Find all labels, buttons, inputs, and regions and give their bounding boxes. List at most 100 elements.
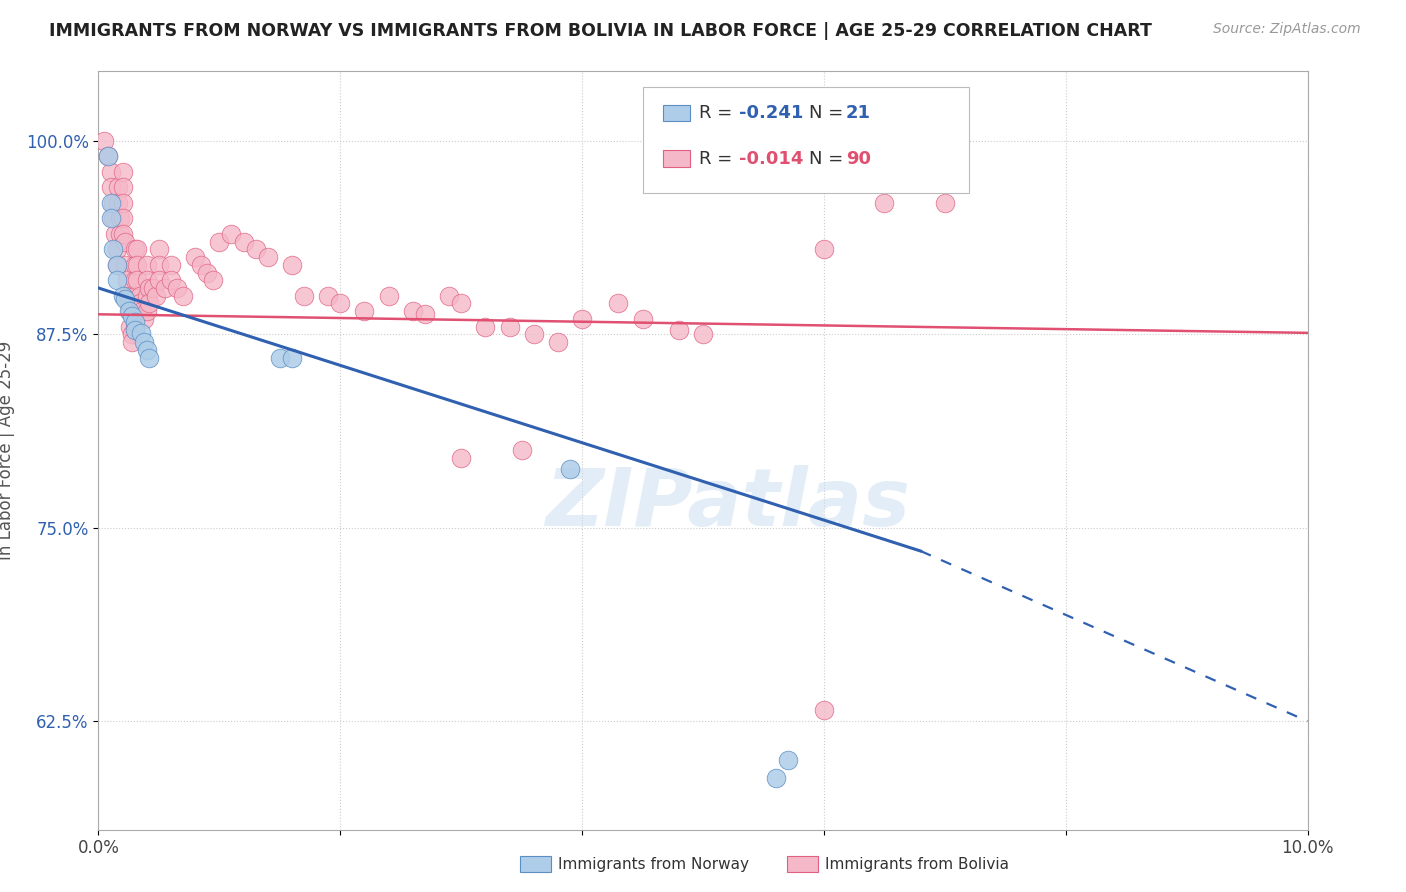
Text: -0.241: -0.241 — [740, 104, 804, 122]
Point — [105, 242, 128, 256]
Point — [128, 296, 150, 310]
Point — [873, 195, 896, 210]
Point — [124, 289, 146, 303]
Point — [607, 296, 630, 310]
Point — [190, 258, 212, 272]
Point — [510, 443, 533, 458]
Point — [105, 258, 128, 272]
Point — [221, 227, 243, 241]
Point — [450, 296, 472, 310]
Point — [97, 149, 120, 163]
Point — [134, 312, 156, 326]
Point — [118, 296, 141, 310]
Point — [208, 235, 231, 249]
Text: ZIPatlas: ZIPatlas — [544, 465, 910, 542]
Point — [135, 343, 157, 357]
Point — [118, 319, 141, 334]
Point — [195, 266, 218, 280]
Point — [402, 304, 425, 318]
Text: N =: N = — [810, 104, 849, 122]
Point — [148, 242, 170, 256]
Point — [135, 289, 157, 303]
Point — [124, 304, 146, 318]
Point — [202, 273, 225, 287]
Point — [111, 180, 134, 194]
Point — [107, 180, 129, 194]
Point — [160, 258, 183, 272]
Point — [118, 304, 141, 318]
FancyBboxPatch shape — [520, 856, 551, 872]
Point — [127, 258, 149, 272]
Point — [111, 165, 134, 179]
Point — [138, 296, 160, 310]
Point — [134, 335, 156, 350]
Point — [100, 165, 122, 179]
Point — [498, 319, 520, 334]
Point — [124, 258, 146, 272]
Point — [97, 149, 120, 163]
Point — [111, 227, 134, 241]
Text: R =: R = — [699, 104, 738, 122]
Point — [135, 258, 157, 272]
Point — [316, 289, 339, 303]
Point — [121, 309, 143, 323]
Text: 21: 21 — [845, 104, 870, 122]
Point — [100, 195, 122, 210]
Point — [269, 351, 291, 365]
Point — [128, 289, 150, 303]
Point — [114, 258, 136, 272]
Point — [111, 195, 134, 210]
Point — [558, 462, 581, 476]
Point — [131, 304, 153, 318]
Point — [108, 211, 131, 226]
Point — [571, 312, 593, 326]
Point — [107, 195, 129, 210]
Point — [148, 258, 170, 272]
Point — [765, 772, 787, 786]
Text: -0.014: -0.014 — [740, 150, 804, 168]
Point — [153, 281, 176, 295]
Point — [474, 319, 496, 334]
Point — [111, 289, 134, 303]
Point — [138, 281, 160, 295]
Point — [631, 312, 654, 326]
Point — [129, 326, 152, 340]
Point — [281, 351, 304, 365]
Point — [127, 273, 149, 287]
FancyBboxPatch shape — [664, 104, 690, 121]
Point — [148, 273, 170, 287]
Point — [105, 273, 128, 287]
Text: 90: 90 — [845, 150, 870, 168]
Point — [138, 351, 160, 365]
Point — [245, 242, 267, 256]
Point — [813, 242, 835, 256]
Text: N =: N = — [810, 150, 849, 168]
Point — [692, 327, 714, 342]
FancyBboxPatch shape — [664, 150, 690, 167]
Point — [124, 319, 146, 334]
Point — [353, 304, 375, 318]
Point — [413, 307, 436, 321]
Point — [121, 327, 143, 342]
Point — [292, 289, 315, 303]
Point — [117, 289, 139, 303]
Text: IMMIGRANTS FROM NORWAY VS IMMIGRANTS FROM BOLIVIA IN LABOR FORCE | AGE 25-29 COR: IMMIGRANTS FROM NORWAY VS IMMIGRANTS FRO… — [49, 22, 1152, 40]
Point — [100, 180, 122, 194]
Point — [127, 242, 149, 256]
Point — [118, 304, 141, 318]
Point — [101, 195, 124, 210]
Point — [256, 250, 278, 264]
Point — [121, 335, 143, 350]
Point — [114, 235, 136, 249]
Point — [377, 289, 399, 303]
Text: R =: R = — [699, 150, 738, 168]
Point — [93, 134, 115, 148]
Point — [100, 211, 122, 226]
Text: Source: ZipAtlas.com: Source: ZipAtlas.com — [1213, 22, 1361, 37]
Point — [114, 292, 136, 306]
Text: Immigrants from Bolivia: Immigrants from Bolivia — [825, 857, 1010, 871]
FancyBboxPatch shape — [643, 87, 969, 193]
Point — [105, 258, 128, 272]
Point — [104, 227, 127, 241]
Point — [124, 242, 146, 256]
